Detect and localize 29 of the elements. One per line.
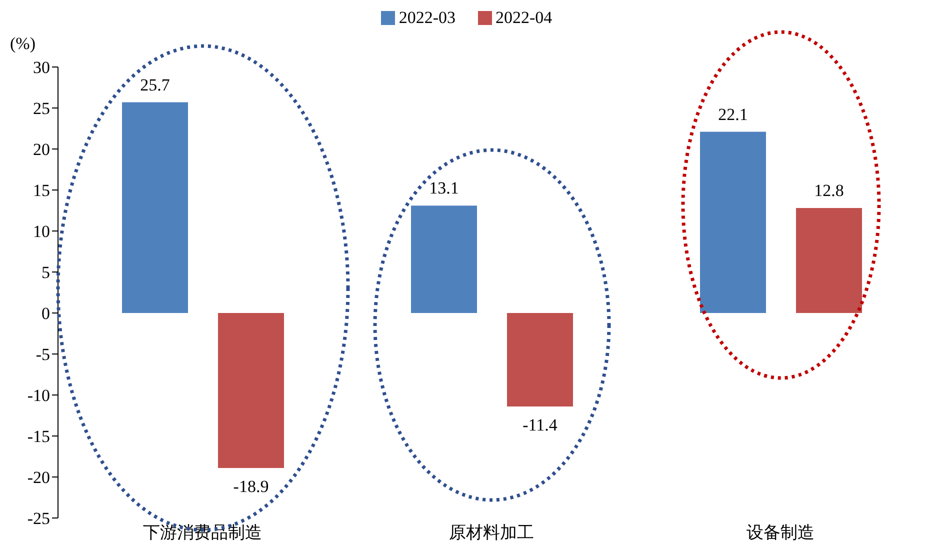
y-tick-label: 10: [33, 222, 50, 242]
data-label: 13.1: [429, 178, 459, 198]
bar: [796, 208, 862, 313]
y-tick-label: 30: [33, 58, 50, 78]
y-axis-title: (%): [10, 34, 36, 54]
y-tick-label: 5: [42, 263, 50, 282]
y-tick-label: -20: [27, 468, 50, 488]
data-label: 25.7: [140, 75, 170, 94]
bar: [507, 313, 573, 406]
y-tick-label: 0: [42, 304, 50, 324]
data-label: -11.4: [522, 415, 558, 434]
bar: [218, 313, 284, 468]
bar: [700, 132, 766, 313]
y-tick-label: 25: [33, 99, 50, 118]
x-tick-label: 原材料加工: [449, 523, 534, 542]
bar: [122, 102, 188, 313]
y-tick-label: -15: [27, 427, 50, 446]
legend-label: 2022-03: [398, 8, 456, 28]
x-tick-label: 设备制造: [746, 523, 814, 542]
data-label: 12.8: [814, 181, 844, 200]
y-tick-label: -10: [27, 386, 50, 406]
y-tick-label: -25: [27, 509, 50, 528]
bar: [411, 206, 477, 313]
legend-label: 2022-04: [494, 8, 552, 28]
data-label: -18.9: [233, 476, 269, 496]
y-tick-label: 15: [33, 181, 50, 200]
y-tick-label: -5: [36, 345, 50, 364]
y-tick-label: 20: [33, 140, 50, 160]
data-label: 22.1: [718, 104, 748, 124]
